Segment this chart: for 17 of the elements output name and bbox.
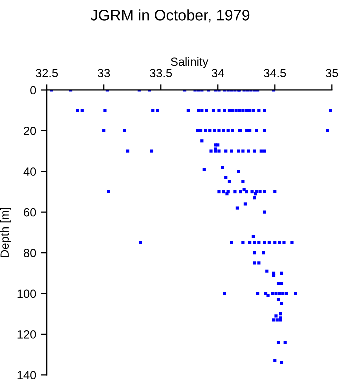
x-axis-title: Salinity <box>171 57 209 68</box>
x-tick-label: 32.5 <box>36 69 58 78</box>
y-tick-label: 40 <box>24 168 36 176</box>
y-tick-label: 120 <box>18 330 36 339</box>
y-tick-label: 140 <box>18 371 36 380</box>
y-tick-label: 0 <box>30 86 36 95</box>
x-tick-label: 33.5 <box>150 69 172 78</box>
y-axis-title: Depth [m] <box>0 208 12 258</box>
x-tick-label: 34.5 <box>264 69 286 78</box>
y-tick-label: 80 <box>24 249 36 258</box>
x-tick-label: 33 <box>98 69 110 78</box>
y-tick-label: 60 <box>24 208 36 217</box>
y-tick-label: 20 <box>24 126 36 136</box>
chart-title: JGRM in October, 1979 <box>90 10 250 23</box>
x-tick-label: 34 <box>212 69 224 78</box>
y-tick-label: 100 <box>18 290 36 298</box>
x-tick-label: 35 <box>326 69 338 78</box>
